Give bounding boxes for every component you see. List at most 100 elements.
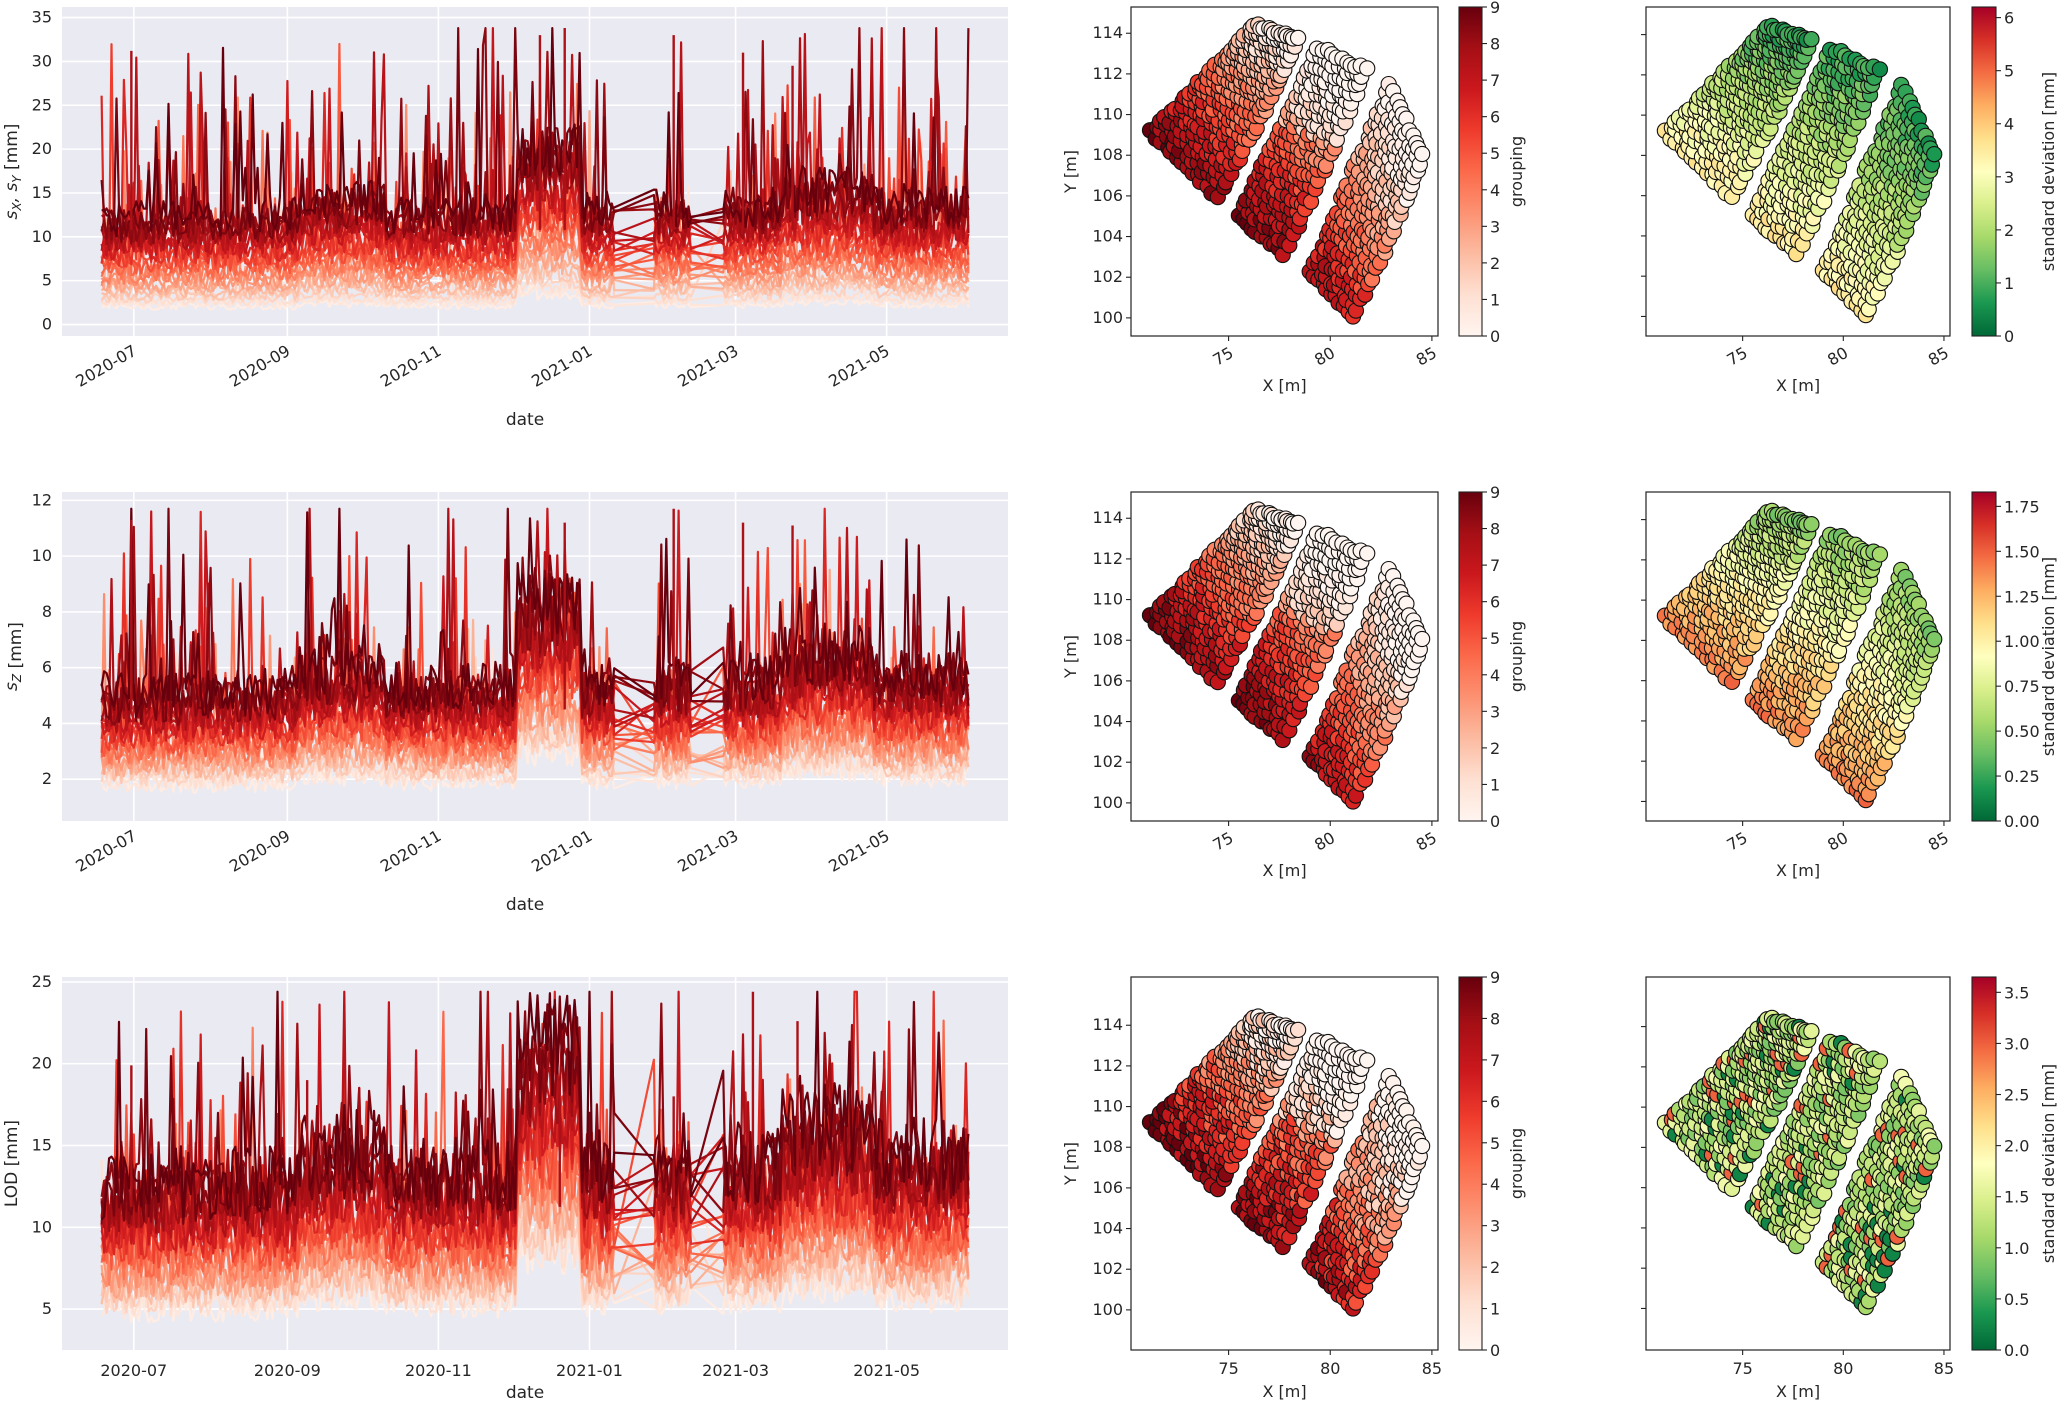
colorbar-tick-label: 7 bbox=[1490, 1051, 1500, 1070]
colorbar-label: standard deviation [mm] bbox=[2039, 72, 2058, 271]
x-axis-label: X [m] bbox=[1776, 376, 1820, 395]
colorbar-tick-label: 8 bbox=[1490, 520, 1500, 539]
y-tick-label: 100 bbox=[1092, 1300, 1123, 1319]
scatter-point bbox=[1359, 60, 1376, 77]
x-axis-label: X [m] bbox=[1262, 861, 1306, 880]
x-tick-label: 2020-11 bbox=[405, 1361, 472, 1380]
scatter-point bbox=[1413, 630, 1431, 648]
x-tick-label: 85 bbox=[1925, 343, 1952, 370]
x-tick-label: 2020-09 bbox=[254, 1361, 321, 1380]
y-tick-label: 108 bbox=[1092, 630, 1123, 649]
colorbar-tick-label: 7 bbox=[1490, 71, 1500, 90]
scatter-point bbox=[1413, 145, 1431, 163]
colorbar-tick-label: 0 bbox=[2004, 327, 2014, 346]
x-axis-label: X [m] bbox=[1262, 376, 1306, 395]
x-tick-label: 2021-05 bbox=[825, 341, 892, 391]
colorbar-tick-label: 9 bbox=[1490, 483, 1500, 502]
colorbar-gradient bbox=[1458, 491, 1483, 822]
x-tick-label: 2021-05 bbox=[853, 1361, 920, 1380]
y-label-part: s bbox=[2, 682, 22, 691]
colorbar-tick-label: 5 bbox=[1490, 144, 1500, 163]
y-tick-label: 10 bbox=[32, 1217, 52, 1236]
y-tick-label: 106 bbox=[1092, 1178, 1123, 1197]
scatter-point bbox=[1359, 1052, 1376, 1069]
colorbar-tick-label: 0 bbox=[1490, 327, 1500, 346]
y-axis-label: sZ [mm] bbox=[2, 622, 26, 691]
y-tick-label: 5 bbox=[42, 1299, 52, 1318]
x-tick-label: 80 bbox=[1824, 828, 1851, 855]
y-axis-label: LOD [mm] bbox=[2, 1120, 22, 1207]
x-tick-label: 2020-09 bbox=[226, 341, 293, 391]
x-tick-label: 75 bbox=[1724, 828, 1751, 855]
x-tick-label: 2021-01 bbox=[556, 1361, 623, 1380]
colorbar-label: grouping bbox=[1507, 621, 1526, 692]
y-tick-label: 2 bbox=[42, 769, 52, 788]
y-axis-label: Y [m] bbox=[1061, 150, 1080, 194]
y-tick-label: 104 bbox=[1092, 1219, 1123, 1238]
colorbar-tick-label: 1.25 bbox=[2004, 587, 2040, 606]
series-lines bbox=[100, 507, 970, 794]
colorbar-gradient bbox=[1971, 6, 1997, 337]
colorbar-tick-label: 2 bbox=[1490, 739, 1500, 758]
y-tick-label: 10 bbox=[32, 546, 52, 565]
scatter-point bbox=[1803, 516, 1820, 533]
y-tick-label: 15 bbox=[32, 183, 52, 202]
scatter-points bbox=[1141, 16, 1431, 325]
x-tick-label: 2021-03 bbox=[702, 1361, 769, 1380]
scatter-points bbox=[1656, 17, 1943, 324]
x-tick-label: 80 bbox=[1311, 828, 1338, 855]
y-tick-label: 10 bbox=[32, 227, 52, 246]
series-line bbox=[100, 507, 969, 734]
colorbar-label: grouping bbox=[1507, 1128, 1526, 1199]
colorbar-tick-label: 6 bbox=[1490, 1092, 1500, 1111]
x-axis-label: date bbox=[506, 410, 544, 430]
scatter-point bbox=[1926, 146, 1943, 163]
scatter-point bbox=[1871, 61, 1889, 78]
x-tick-label: 2021-03 bbox=[674, 826, 741, 876]
y-tick-label: 25 bbox=[32, 972, 52, 991]
y-label-part: [mm] bbox=[6, 622, 26, 674]
y-tick-label: 112 bbox=[1092, 64, 1123, 83]
y-axis-label: sX, sY [mm] bbox=[2, 124, 24, 220]
colorbar-tick-label: 8 bbox=[1490, 1009, 1500, 1028]
colorbar-tick-label: 4 bbox=[1490, 181, 1500, 200]
y-tick-label: 110 bbox=[1092, 105, 1123, 124]
colorbar-tick-label: 4 bbox=[1490, 1175, 1500, 1194]
y-tick-label: 108 bbox=[1092, 145, 1123, 164]
y-tick-label: 20 bbox=[32, 139, 52, 158]
colorbar-tick-label: 9 bbox=[1490, 0, 1500, 17]
scatter-point bbox=[1871, 546, 1889, 563]
colorbar-tick-label: 1 bbox=[1490, 1300, 1500, 1319]
colorbar-tick-label: 9 bbox=[1490, 968, 1500, 987]
y-tick-label: 110 bbox=[1092, 1097, 1123, 1116]
colorbar-tick-label: 1 bbox=[1490, 775, 1500, 794]
x-tick-label: 80 bbox=[1311, 343, 1338, 370]
x-axis-label: X [m] bbox=[1776, 861, 1820, 880]
colorbar-tick-label: 6 bbox=[1490, 108, 1500, 127]
colorbar-tick-label: 6 bbox=[1490, 593, 1500, 612]
colorbar-tick-label: 6 bbox=[2004, 9, 2014, 28]
colorbar-tick-label: 2 bbox=[1490, 254, 1500, 273]
x-tick-label: 85 bbox=[1422, 1359, 1442, 1378]
colorbar: 0.000.250.500.751.001.251.501.75standard… bbox=[1971, 491, 2058, 831]
colorbar-gradient bbox=[1458, 6, 1483, 337]
colorbar-tick-label: 5 bbox=[1490, 629, 1500, 648]
y-tick-label: 114 bbox=[1092, 1015, 1123, 1034]
colorbar-tick-label: 1.75 bbox=[2004, 497, 2040, 516]
scatter-points bbox=[1141, 501, 1431, 810]
y-tick-label: 112 bbox=[1092, 549, 1123, 568]
colorbar-tick-label: 0.25 bbox=[2004, 767, 2040, 786]
colorbar-tick-label: 2 bbox=[1490, 1258, 1500, 1277]
scatter-points bbox=[1656, 502, 1943, 809]
x-tick-label: 2021-03 bbox=[674, 341, 741, 391]
colorbar-tick-label: 2 bbox=[2004, 221, 2014, 240]
y-tick-label: 102 bbox=[1092, 1259, 1123, 1278]
series-line bbox=[101, 194, 970, 311]
colorbar-tick-label: 3 bbox=[2004, 168, 2014, 187]
x-tick-label: 2020-11 bbox=[377, 826, 444, 876]
